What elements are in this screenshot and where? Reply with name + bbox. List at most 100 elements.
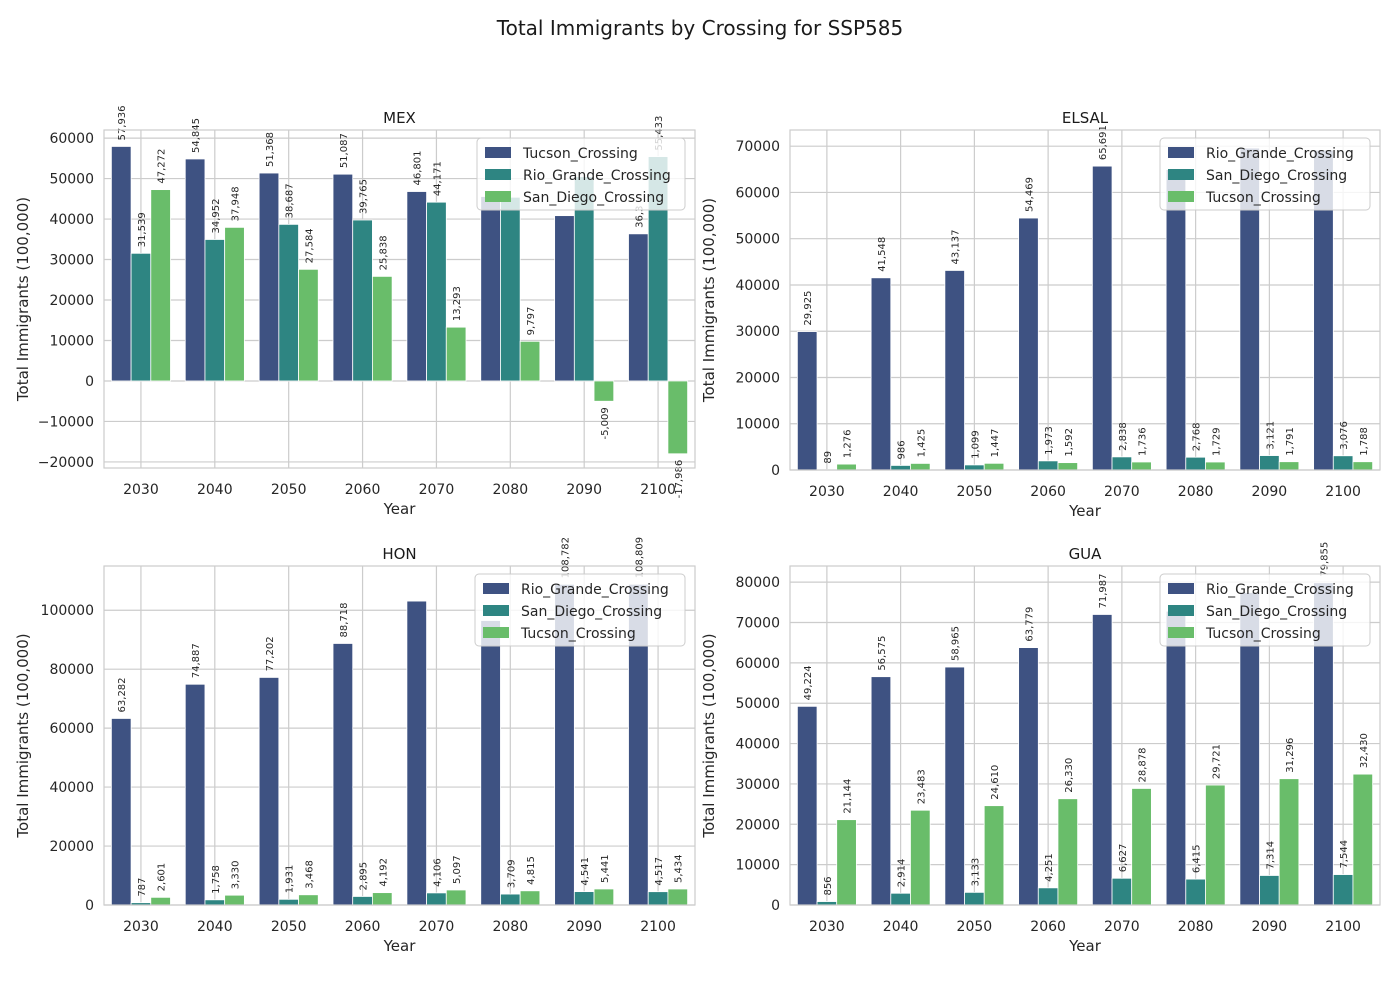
mex-bar-value-label: 13,293 — [452, 286, 463, 321]
gua-bar-san-diego-crossing — [1332, 874, 1354, 906]
mex-bar-san-diego-crossing — [150, 189, 171, 382]
elsal-bar-rio-grande-crossing — [1165, 169, 1187, 471]
gua-y-tick-label: 70000 — [735, 616, 780, 632]
gua-bar-rio-grande-crossing — [870, 676, 892, 906]
mex-legend-label-rio-grande-crossing: Rio_Grande_Crossing — [523, 168, 671, 184]
gua-x-tick-label: 2100 — [1325, 919, 1361, 935]
hon-bar-value-label: 1,931 — [285, 865, 296, 894]
elsal-legend: Rio_Grande_Crossing San_Diego_Crossing Tuc… — [1159, 137, 1371, 211]
elsal-bar-san-diego-crossing — [1037, 460, 1059, 471]
mex-bar-san-diego-crossing — [224, 226, 245, 382]
mex-x-tick-label: 2100 — [640, 482, 676, 498]
elsal-bar-value-label: 1,592 — [1064, 428, 1075, 457]
mex-bar-value-label: 36,3 — [634, 206, 645, 228]
hon-bar-san-diego-crossing — [352, 896, 373, 906]
elsal-bar-value-label: 65,691 — [1098, 125, 1109, 160]
elsal-bar-value-label: 1,099 — [970, 430, 981, 459]
elsal-y-tick-label: 10000 — [735, 417, 780, 433]
hon-legend-swatch-tucson-crossing — [483, 627, 509, 638]
gua-y-axis-label: Total Immigrants (100,000) — [700, 633, 718, 838]
gua-bar-tucson-crossing — [1131, 788, 1152, 906]
gua-bar-value-label: 23,483 — [916, 769, 927, 804]
elsal-bar-value-label: 986 — [897, 440, 908, 459]
elsal-y-tick-label: 0 — [771, 463, 780, 479]
hon-bar-value-label: 77,202 — [265, 636, 276, 671]
gua-y-tick-label: 10000 — [735, 858, 780, 874]
mex-x-tick-label: 2040 — [197, 482, 233, 498]
gua-bar-value-label: 28,878 — [1138, 747, 1149, 782]
gua-bar-value-label: 3,133 — [970, 858, 981, 887]
gua-bar-value-label: 56,575 — [877, 636, 888, 671]
mex-y-tick-label: 60000 — [49, 131, 94, 147]
hon-bar-value-label: 74,887 — [191, 643, 202, 678]
mex-legend-label-tucson-crossing: Tucson_Crossing — [522, 146, 638, 162]
mex-bar-value-label: 51,368 — [265, 132, 276, 167]
mex-y-tick-label: 50000 — [49, 172, 94, 188]
mex-bar-rio-grande-crossing — [130, 252, 152, 382]
mex-legend-label-san-diego-crossing: San_Diego_Crossing — [523, 190, 664, 206]
elsal-chart: 29,925 41,548 43,137 54,469 65,691 89 986 1,099… — [700, 109, 1381, 520]
gua-legend-swatch-tucson-crossing — [1168, 627, 1194, 638]
mex-bar-value-label: 25,838 — [378, 235, 389, 270]
gua-bar-value-label: 63,779 — [1024, 607, 1035, 642]
hon-bar-value-label: 4,106 — [432, 858, 443, 887]
elsal-bar-value-label: 1,973 — [1044, 426, 1055, 455]
gua-bar-rio-grande-crossing — [1165, 610, 1187, 906]
elsal-x-tick-label: 2040 — [883, 484, 919, 500]
elsal-y-tick-label: 20000 — [735, 370, 780, 386]
hon-bar-rio-grande-crossing — [110, 718, 132, 906]
mex-bar-san-diego-crossing — [372, 275, 393, 382]
mex-panel-title: MEX — [383, 109, 416, 127]
hon-bar-value-label: 5,097 — [452, 855, 463, 884]
gua-bar-value-label: 856 — [823, 876, 834, 895]
hon-bar-value-label: 4,541 — [580, 857, 591, 886]
mex-legend-swatch-san-diego-crossing — [485, 191, 511, 202]
mex-x-tick-label: 2060 — [345, 482, 381, 498]
hon-bar-rio-grande-crossing — [406, 600, 427, 906]
hon-bar-value-label: 88,718 — [339, 602, 350, 637]
elsal-x-tick-label: 2050 — [957, 484, 993, 500]
hon-bar-tucson-crossing — [667, 888, 689, 906]
hon-bar-value-label: 2,895 — [359, 862, 370, 891]
hon-y-tick-label: 0 — [85, 898, 94, 914]
mex-bar-tucson-crossing — [258, 172, 280, 382]
elsal-legend-swatch-tucson-crossing — [1168, 191, 1194, 202]
elsal-bar-value-label: 3,121 — [1265, 421, 1276, 450]
hon-y-tick-label: 100000 — [41, 603, 94, 619]
hon-chart: 63,282 74,887 77,202 88,718 108,782 108,809 78… — [14, 537, 696, 955]
hon-bar-rio-grande-crossing — [184, 683, 206, 906]
elsal-y-tick-label: 70000 — [735, 139, 780, 155]
gua-legend-label-tucson-crossing: Tucson_Crossing — [1205, 626, 1321, 642]
mex-bar-value-label: 51,087 — [339, 133, 350, 168]
gua-bar-tucson-crossing — [1352, 773, 1374, 906]
elsal-legend-swatch-rio-grande-crossing — [1168, 147, 1194, 158]
elsal-bar-tucson-crossing — [1057, 462, 1079, 471]
gua-legend-label-rio-grande-crossing: Rio_Grande_Crossing — [1206, 582, 1354, 598]
gua-x-axis-label: Year — [1068, 937, 1102, 955]
elsal-legend-swatch-san-diego-crossing — [1168, 169, 1194, 180]
gua-y-tick-label: 80000 — [735, 575, 780, 591]
mex-bar-san-diego-crossing — [667, 380, 689, 455]
gua-bar-san-diego-crossing — [890, 892, 911, 906]
hon-bar-san-diego-crossing — [500, 893, 521, 906]
gua-bar-value-label: 24,610 — [990, 765, 1001, 800]
gua-bar-san-diego-crossing — [1111, 877, 1133, 906]
mex-axes-frame — [103, 129, 696, 469]
hon-bar-value-label: 2,601 — [157, 863, 168, 892]
hon-x-axis-label: Year — [383, 937, 417, 955]
mex-x-tick-label: 2070 — [419, 482, 455, 498]
gua-bar-value-label: 29,721 — [1211, 744, 1222, 779]
elsal-bar-san-diego-crossing — [1111, 456, 1133, 471]
hon-bar-value-label: 787 — [137, 878, 148, 897]
mex-bar-san-diego-crossing — [593, 380, 615, 402]
gua-bar-value-label: 58,965 — [951, 626, 962, 661]
mex-chart: 57,936 54,845 51,368 51,087 46,801 36,3 31,539… — [14, 105, 696, 518]
elsal-x-axis-label: Year — [1068, 502, 1102, 520]
hon-bar-rio-grande-crossing — [258, 677, 280, 906]
elsal-bar-rio-grande-crossing — [1091, 165, 1113, 471]
elsal-bar-tucson-crossing — [1131, 461, 1152, 471]
elsal-bar-value-label: 1,791 — [1285, 427, 1296, 456]
mex-y-tick-label: 40000 — [49, 212, 94, 228]
mex-x-tick-label: 2030 — [123, 482, 159, 498]
